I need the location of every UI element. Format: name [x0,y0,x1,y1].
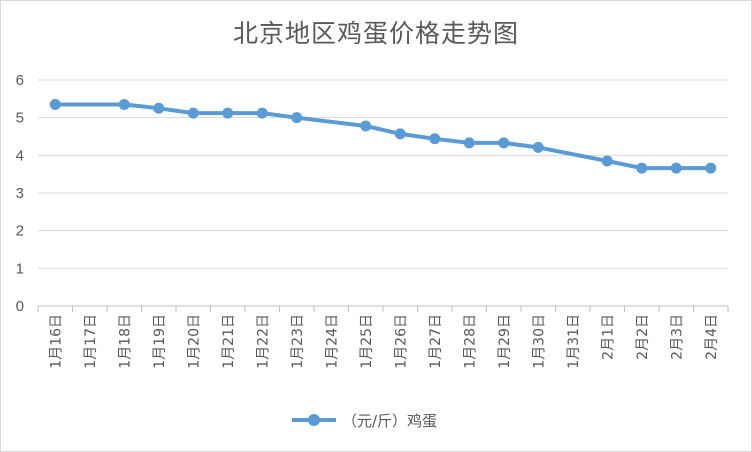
data-point [429,133,441,145]
x-tick-label: 1月30日 [531,314,547,369]
x-tick-label: 1月23日 [290,314,306,369]
y-tick-label: 5 [16,110,24,127]
data-point [394,128,406,140]
x-tick-label: 2月1日 [600,314,616,360]
data-point [222,107,234,119]
x-tick-label: 1月26日 [393,314,409,369]
x-tick-label: 2月3日 [669,314,685,360]
x-tick-label: 2月2日 [635,314,651,360]
gridlines [38,79,728,269]
y-tick-label: 1 [16,260,24,277]
data-point [360,120,372,132]
data-point [49,98,61,110]
data-point [705,162,717,174]
data-point [187,107,199,119]
x-tick-labels: 1月16日 1月17日 1月18日 1月19日 1月20日 1月21日 1月22日 1月23日… [48,314,720,369]
chart-title: 北京地区鸡蛋价格走势图 [232,19,519,48]
axes [37,305,729,312]
data-point [153,102,165,114]
x-tick-label: 1月22日 [255,314,271,369]
legend-label: （元/斤）鸡蛋 [342,411,438,430]
x-tick-label: 1月20日 [186,314,202,369]
data-point [601,155,613,167]
x-tick-label: 1月29日 [497,314,513,369]
data-point [291,112,303,124]
x-tick-label: 1月17日 [83,314,99,369]
x-tick-label: 1月18日 [117,314,133,369]
legend: （元/斤）鸡蛋 [292,408,437,432]
y-tick-label: 3 [16,185,24,202]
data-point [670,162,682,174]
y-tick-label: 2 [16,223,24,240]
legend-line-marker-icon [292,408,336,432]
data-point [498,137,510,149]
x-tick-label: 1月21日 [221,314,237,369]
y-tick-label: 0 [16,298,24,315]
data-point [532,141,544,153]
x-tick-label: 1月25日 [359,314,375,369]
x-tick-label: 1月31日 [566,314,582,369]
data-point [118,98,130,110]
series-layer [49,98,717,174]
y-tick-labels: 0 1 2 3 4 5 6 [16,72,24,315]
data-point [463,137,475,149]
x-tick-label: 1月28日 [462,314,478,369]
data-point [636,162,648,174]
series-line [55,102,711,171]
y-tick-label: 6 [16,72,24,89]
x-tick-label: 1月16日 [48,314,64,369]
x-tick-label: 1月19日 [152,314,168,369]
y-tick-label: 4 [16,147,24,164]
x-tick-label: 1月27日 [428,314,444,369]
x-tick-label: 2月4日 [704,314,720,360]
data-point [256,107,268,119]
x-tick-label: 1月24日 [324,314,340,369]
